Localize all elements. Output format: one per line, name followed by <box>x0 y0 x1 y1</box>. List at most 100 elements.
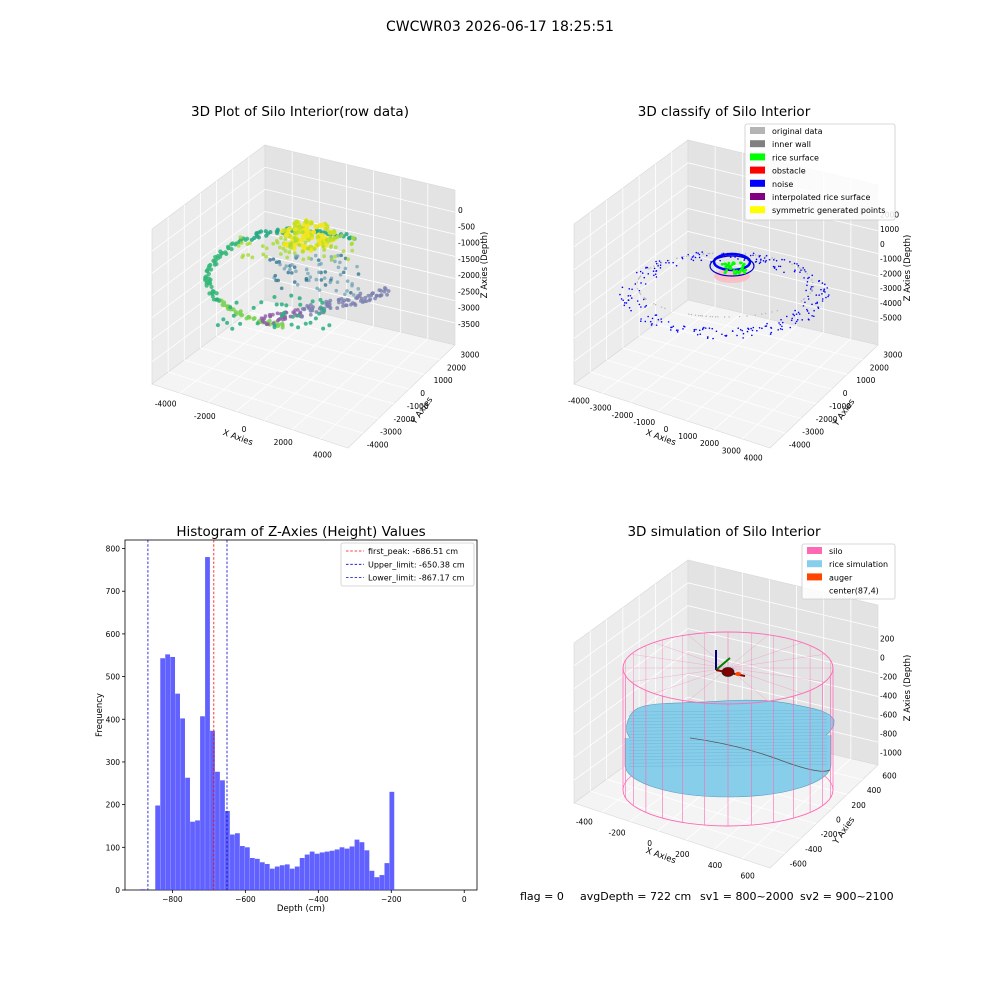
noise-point <box>704 327 707 329</box>
scatter-point <box>289 293 294 298</box>
p2-ztick: 0 <box>880 240 885 249</box>
noise-point <box>620 298 623 300</box>
panel1-zlabel: Z Axies (Depth) <box>480 232 490 299</box>
p2-ztick: 1000 <box>880 225 899 234</box>
noise-point <box>644 306 646 308</box>
scatter-point <box>272 294 277 299</box>
scatter-point <box>345 297 350 302</box>
noise-point <box>629 294 632 297</box>
scatter-point <box>301 249 305 254</box>
scatter-point <box>274 260 279 265</box>
hist-bar <box>329 850 335 890</box>
scatter-point <box>335 234 340 239</box>
noise-point <box>706 337 709 340</box>
hist-bar <box>354 839 360 890</box>
noise-point <box>627 299 630 301</box>
p4-ytick: -200 <box>821 830 838 839</box>
noise-point <box>761 327 763 330</box>
scatter-point <box>243 237 248 242</box>
scatter-point <box>319 261 323 266</box>
original-point <box>757 254 760 257</box>
silo-roof-wire <box>727 667 803 694</box>
p1-ytick: -2000 <box>393 415 415 424</box>
scatter-point <box>274 302 279 307</box>
scatter-point <box>234 300 239 305</box>
scatter-point <box>239 241 244 245</box>
original-point <box>804 270 806 273</box>
p2-floor-grid <box>601 306 716 394</box>
scatter-point <box>364 299 369 304</box>
original-point <box>643 297 645 299</box>
scatter-point <box>279 286 284 291</box>
scatter-point <box>279 252 283 256</box>
p2-ztick: -1000 <box>880 255 902 264</box>
sv1-text: sv1 = 800~2000 <box>700 890 794 903</box>
p4-ytick: -400 <box>805 845 822 854</box>
noise-point <box>794 309 796 312</box>
noise-point <box>795 320 798 323</box>
scatter-point <box>333 254 337 259</box>
p1-ztick: -1500 <box>458 255 480 264</box>
silo-roof-wire <box>687 667 729 702</box>
noise-point <box>806 308 808 311</box>
noise-point <box>794 269 796 271</box>
noise-point <box>628 307 631 309</box>
scatter-point <box>300 234 306 240</box>
p1-height-grid <box>151 277 456 363</box>
scatter-point <box>210 289 215 294</box>
p1-ztick: -2000 <box>458 271 480 280</box>
scatter-point <box>338 260 342 265</box>
p4-ztick: -600 <box>880 711 897 720</box>
hist-axes-ticks: −800 −600 −400 −200 0 0 100 200 300 400 500 600 700 8… <box>106 545 467 904</box>
hist-bar <box>180 718 185 890</box>
scatter-point <box>308 320 313 325</box>
p1-floor-grid <box>291 331 401 431</box>
p1-ztick: 0 <box>458 206 463 215</box>
hist-ytick-label: 300 <box>106 758 121 767</box>
scatter-point <box>377 288 382 292</box>
p2-xtick: -2000 <box>612 411 634 420</box>
scatter-point <box>344 303 349 308</box>
p1-height-grid <box>151 233 456 318</box>
noise-point <box>638 303 641 306</box>
p2-floor-grid <box>590 371 786 434</box>
legend-label: rice simulation <box>829 560 888 569</box>
rice-surface-point <box>743 271 746 275</box>
scatter-point <box>310 308 315 313</box>
hist-title: Histogram of Z-Axies (Height) Values <box>176 524 425 540</box>
p2-floor-grid <box>713 331 824 431</box>
panel1-panes <box>151 144 456 449</box>
noise-point <box>651 323 653 325</box>
scatter-point <box>259 316 264 321</box>
scatter-point <box>295 282 300 287</box>
noise-point <box>644 283 647 285</box>
scatter-point <box>335 306 340 310</box>
scatter-point <box>281 311 286 316</box>
legend-swatch <box>807 547 822 554</box>
noise-point <box>817 307 820 309</box>
noise-point <box>641 272 644 274</box>
silo-roof-wire <box>727 667 826 682</box>
original-point <box>685 255 688 257</box>
original-point <box>812 286 814 289</box>
scatter-point <box>349 302 353 307</box>
p1-ytick: 3000 <box>460 350 479 359</box>
hist-bar <box>205 557 210 890</box>
hist-bar <box>264 863 270 890</box>
rice-surface-point <box>737 271 741 275</box>
noise-point <box>751 329 754 332</box>
p1-ytick: -3000 <box>380 428 402 437</box>
p2-xtick: -1000 <box>633 418 655 427</box>
p2-ytick: 2000 <box>870 363 889 372</box>
scatter-point <box>339 253 343 258</box>
scatter-point <box>259 300 264 305</box>
footer-stats: flag = 0 avgDepth = 722 cm sv1 = 800~200… <box>520 890 894 903</box>
noise-point <box>642 298 645 301</box>
original-point <box>811 279 813 281</box>
scatter-point <box>207 263 212 269</box>
scatter-point <box>368 297 373 302</box>
noise-point <box>638 289 641 292</box>
scatter-point <box>256 235 261 240</box>
panel4-xlabel: X Axies <box>644 846 677 866</box>
panel2-xlabel: X Axies <box>644 428 677 448</box>
